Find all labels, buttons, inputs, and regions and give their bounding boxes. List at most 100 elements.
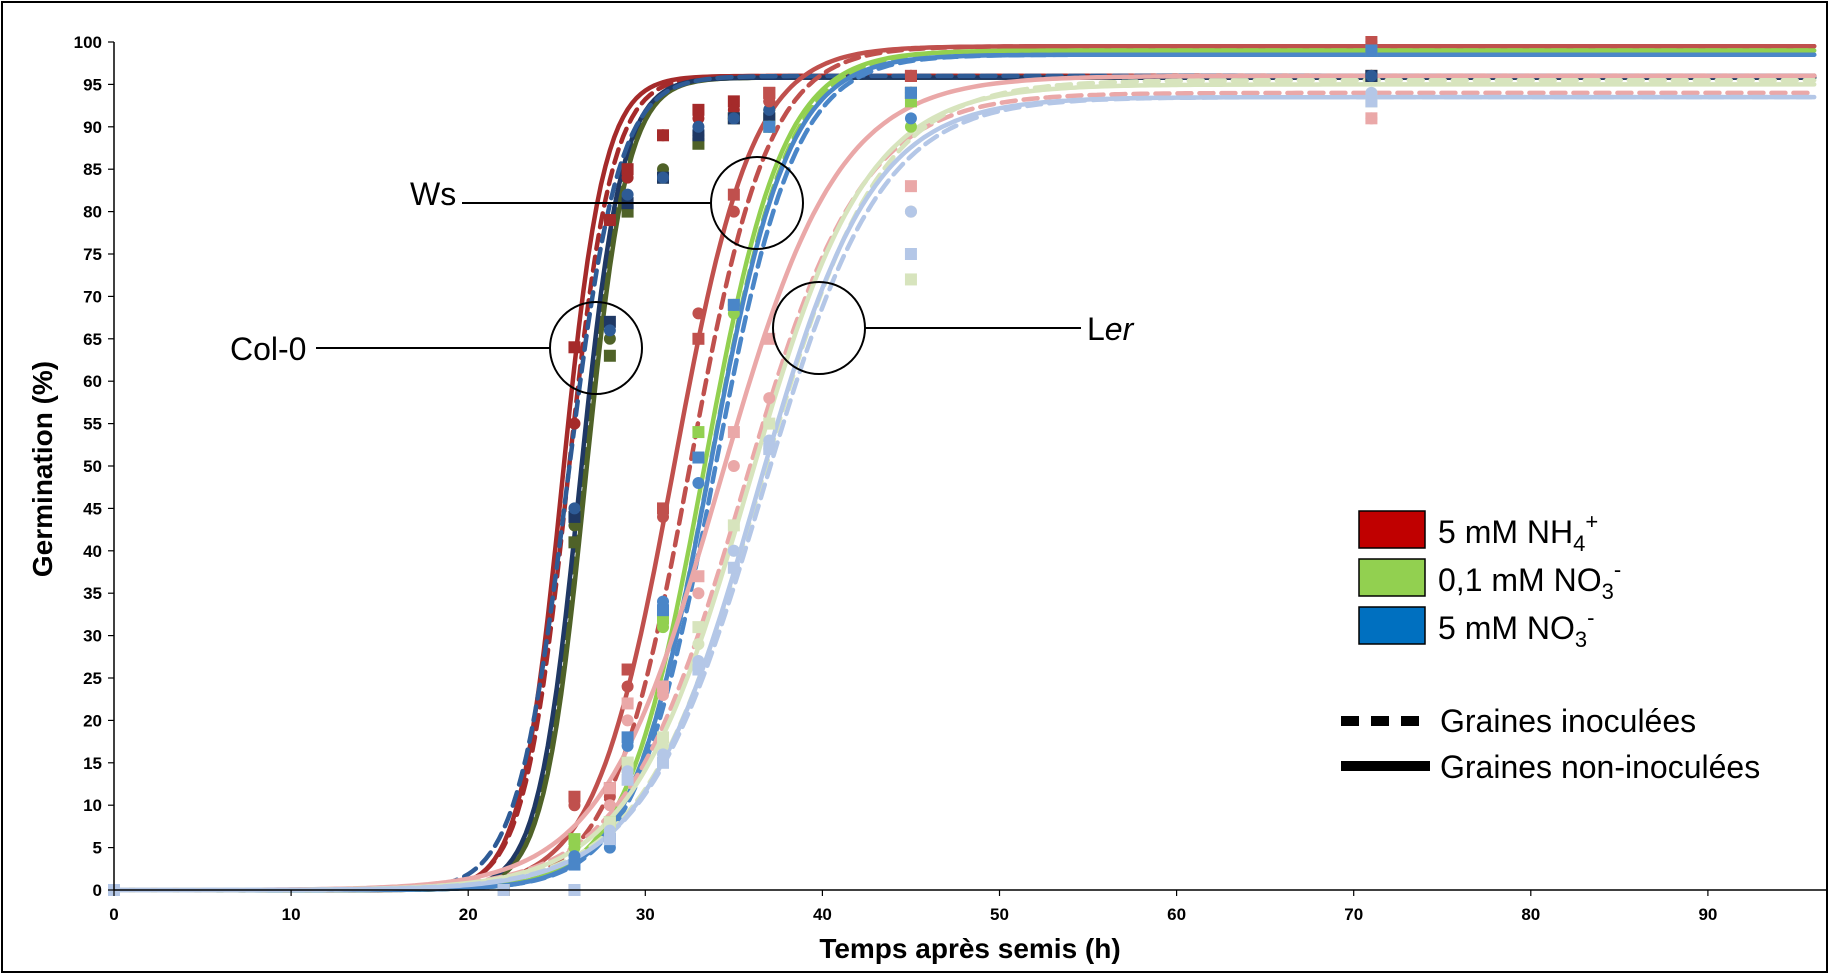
x-tick-label: 70 [1344, 905, 1363, 924]
data-point [621, 765, 634, 778]
data-point [1365, 112, 1378, 125]
series-line [111, 90, 1817, 893]
data-point [621, 731, 634, 744]
points-layer [108, 36, 1378, 896]
data-point [692, 426, 705, 439]
data-point [621, 714, 634, 727]
legend-label-solid: Graines non-inoculées [1440, 749, 1760, 785]
y-axis-title: Germination (%) [27, 361, 58, 577]
legend-label-no3-low: 0,1 mM NO3- [1438, 557, 1621, 604]
col0-label: Col-0 [230, 331, 306, 367]
data-point [904, 69, 917, 82]
y-tick-label: 20 [83, 711, 102, 730]
y-tick-label: 25 [83, 669, 102, 688]
data-point [657, 756, 670, 769]
data-point [603, 349, 616, 362]
data-point [692, 587, 705, 600]
axis-layer: 0510152025303540455055606570758085909510… [74, 33, 1827, 924]
legend-label-no3-high-sub: 3 [1575, 627, 1587, 652]
y-tick-label: 50 [83, 457, 102, 476]
data-point [692, 332, 705, 345]
data-point [692, 451, 705, 464]
legend-label-nh4-main: 5 mM NH [1438, 514, 1573, 550]
data-point [692, 663, 705, 676]
data-point [904, 112, 917, 125]
y-tick-label: 45 [83, 499, 102, 518]
data-point [657, 688, 670, 701]
data-point [603, 324, 616, 337]
data-point [692, 638, 705, 651]
data-point [904, 205, 917, 218]
data-point [763, 392, 776, 405]
data-point [727, 519, 740, 532]
series-line [111, 52, 1817, 893]
data-point [1365, 86, 1378, 99]
y-tick-label: 90 [83, 118, 102, 137]
data-point [568, 850, 581, 863]
data-point [603, 824, 616, 837]
data-point [657, 595, 670, 608]
data-point [621, 739, 634, 752]
data-point [603, 214, 616, 227]
data-point [568, 417, 581, 430]
data-point [692, 307, 705, 320]
x-tick-label: 50 [990, 905, 1009, 924]
data-point [727, 298, 740, 311]
data-point [657, 621, 670, 634]
data-point [692, 476, 705, 489]
data-point [568, 833, 581, 846]
series-line [111, 48, 1817, 893]
data-point [657, 502, 670, 515]
data-point [692, 120, 705, 133]
data-point [763, 434, 776, 447]
data-point [727, 544, 740, 557]
data-point [657, 739, 670, 752]
legend-label-no3-high: 5 mM NO3- [1438, 605, 1594, 652]
x-tick-label: 0 [109, 905, 118, 924]
data-point [603, 816, 616, 829]
data-point [657, 171, 670, 184]
data-point [568, 858, 581, 871]
data-point [727, 205, 740, 218]
y-tick-label: 75 [83, 245, 102, 264]
y-tick-label: 85 [83, 160, 102, 179]
data-point [763, 95, 776, 108]
data-point [621, 773, 634, 786]
data-point [904, 248, 917, 260]
y-tick-label: 10 [83, 796, 102, 815]
data-point [657, 731, 670, 744]
series-layer [111, 43, 1817, 893]
ler-label: Ler [1087, 311, 1135, 347]
legend-swatch-nh4 [1358, 510, 1426, 549]
data-point [692, 655, 705, 668]
legend-label-nh4-sup: + [1585, 509, 1598, 534]
data-point [568, 341, 581, 354]
data-point [904, 120, 917, 133]
y-tick-label: 65 [83, 330, 102, 349]
y-tick-label: 35 [83, 584, 102, 603]
legend-swatch-no3-low [1358, 558, 1426, 597]
data-point [568, 841, 581, 854]
data-point [763, 417, 776, 430]
legend-label-no3-high-main: 5 mM NO [1438, 610, 1575, 646]
legend: 5 mM NH4+ 0,1 mM NO3- 5 mM NO3- Graines … [1341, 509, 1760, 785]
data-point [603, 332, 616, 345]
data-point [568, 502, 581, 515]
data-point [603, 782, 616, 795]
y-tick-label: 15 [83, 754, 102, 773]
data-point [657, 680, 670, 693]
data-point [1365, 44, 1378, 57]
y-tick-label: 70 [83, 287, 102, 306]
ws-label: Ws [410, 176, 456, 212]
data-point [692, 103, 705, 116]
y-tick-label: 0 [93, 881, 102, 900]
x-tick-label: 30 [636, 905, 655, 924]
legend-label-no3-low-main: 0,1 mM NO [1438, 562, 1602, 598]
x-tick-label: 20 [459, 905, 478, 924]
legend-label-nh4-sub: 4 [1573, 531, 1585, 556]
data-point [621, 680, 634, 693]
x-tick-label: 80 [1521, 905, 1540, 924]
data-point [904, 273, 917, 286]
x-tick-label: 60 [1167, 905, 1186, 924]
data-point [727, 460, 740, 472]
